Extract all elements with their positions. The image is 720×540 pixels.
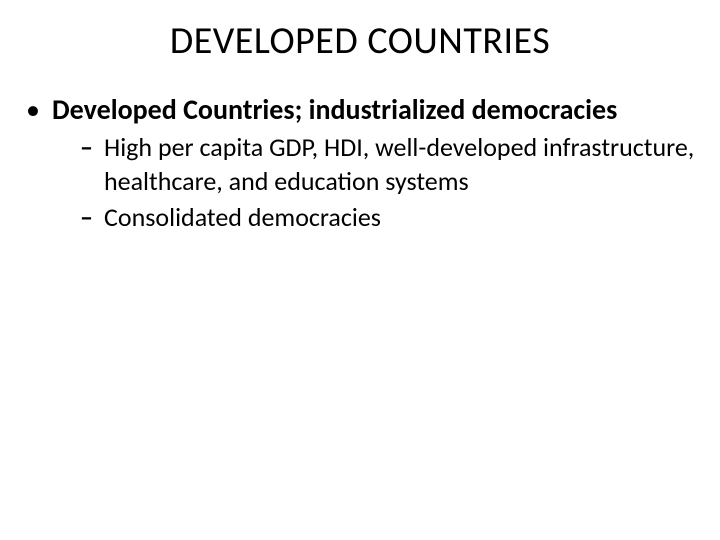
bullet-text: High per capita GDP, HDI, well-developed…: [104, 130, 700, 198]
bullet-text: Developed Countries; industrialized demo…: [52, 92, 617, 128]
sub-bullet-2: – Consolidated democracies: [80, 200, 700, 234]
slide-container: DEVELOPED COUNTRIES • Developed Countrie…: [0, 0, 720, 256]
bullet-text: Consolidated democracies: [104, 200, 381, 234]
slide-title: DEVELOPED COUNTRIES: [20, 18, 700, 64]
sub-bullet-1: – High per capita GDP, HDI, well-develop…: [80, 130, 700, 198]
bullet-marker: •: [26, 92, 40, 128]
bullet-main: • Developed Countries; industrialized de…: [26, 92, 700, 128]
bullet-marker: –: [80, 200, 98, 234]
bullet-marker: –: [80, 130, 98, 198]
